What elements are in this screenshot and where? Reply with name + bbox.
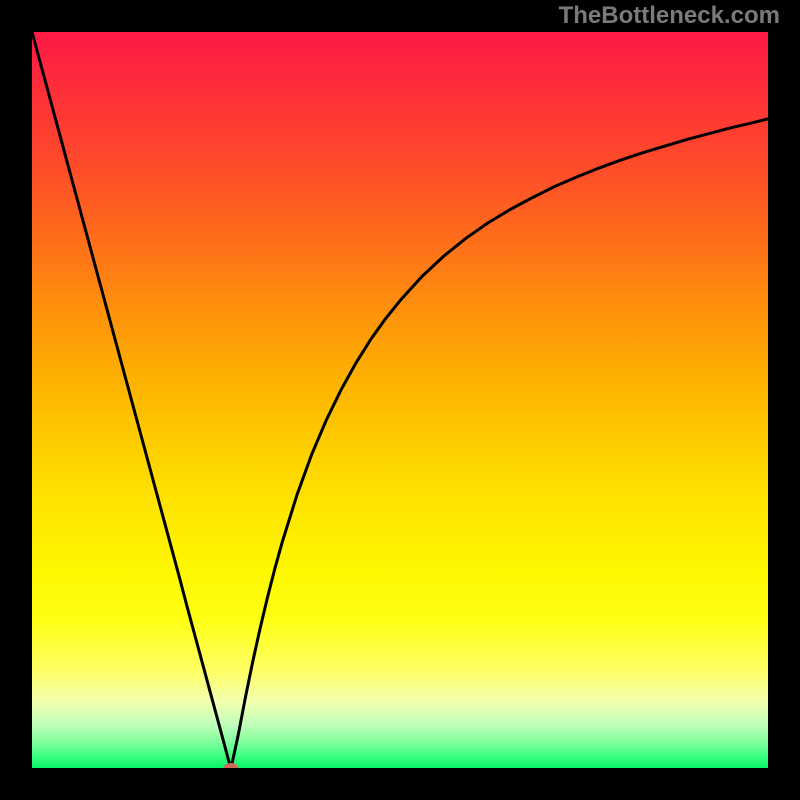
watermark: TheBottleneck.com [559,2,780,30]
plot-area [32,32,768,768]
bottleneck-curve [32,32,768,768]
frame-bottom [0,768,800,800]
frame-right [768,0,800,800]
frame-left [0,0,32,800]
